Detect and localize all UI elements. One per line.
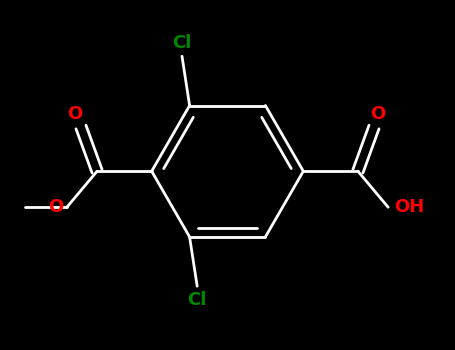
Text: OH: OH xyxy=(394,198,425,216)
Text: O: O xyxy=(48,198,63,216)
Text: Cl: Cl xyxy=(187,291,207,309)
Text: Cl: Cl xyxy=(172,34,192,52)
Text: O: O xyxy=(67,105,82,123)
Text: O: O xyxy=(370,105,385,123)
